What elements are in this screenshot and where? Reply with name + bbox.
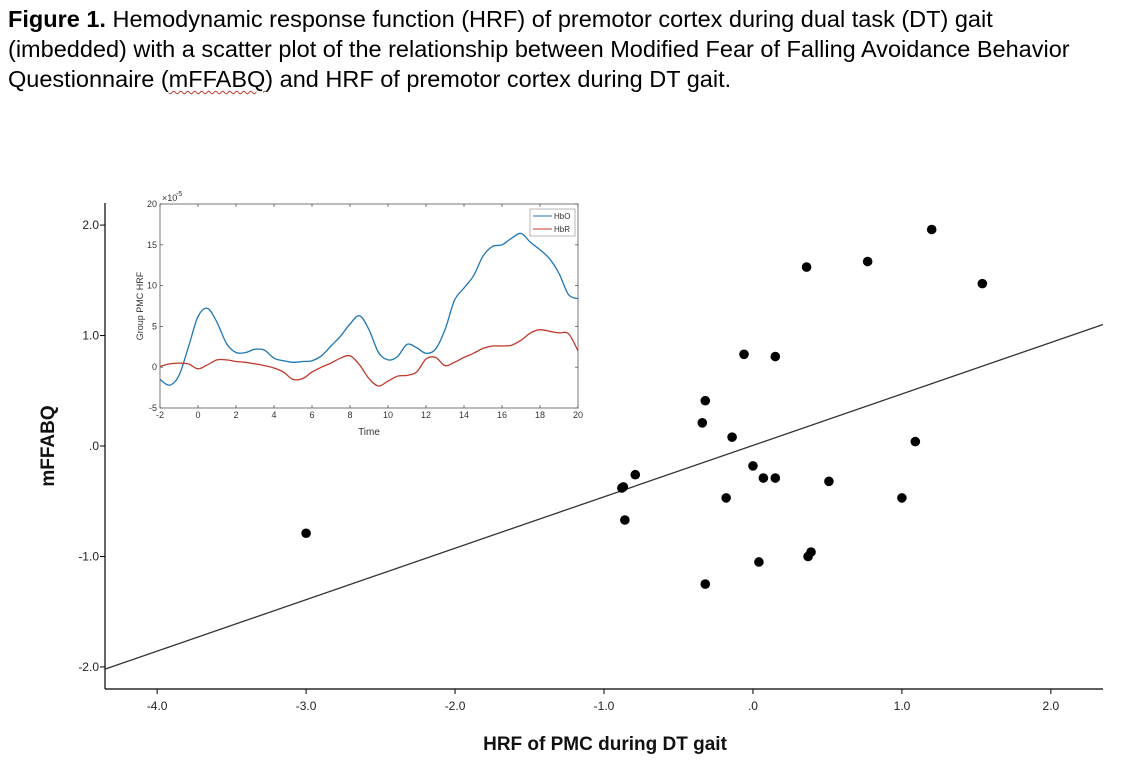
inset-hrf-plot: -2 0 2 4 6 8 10 12 14 16 18 20 -5 0 5 10 15 20 ×10 -5 Ti… [135,191,583,438]
inset-background [159,203,579,409]
scatter-point [721,493,731,503]
y-tick-label: .0 [89,439,99,453]
caption-text-underlined: mFFABQ [168,66,266,92]
legend-label-hbr: HbR [554,225,570,234]
legend-box [529,208,576,237]
inset-x-ticks: -2 0 2 4 6 8 10 12 14 16 18 20 [156,204,583,420]
inset-y-tick-label: 15 [147,240,157,250]
scatter-point [977,278,988,289]
x-tick-label: -2.0 [445,699,466,713]
inset-series-lines [159,232,579,387]
x-tick-label: -3.0 [296,699,317,713]
legend-label-hbo: HbO [554,212,570,221]
scatter-point [758,473,769,483]
x-tick-label: -1.0 [594,699,615,713]
inset-y-tick-label: -5 [149,403,157,413]
scatter-points [301,224,988,589]
inset-exponent-base: ×10 [162,193,177,203]
x-tick-label: .0 [748,699,758,713]
inset-x-tick-label: 20 [573,410,583,420]
inset-x-tick-label: 4 [271,410,276,420]
y-tick-label: 1.0 [82,329,99,343]
scatter-point [910,436,921,447]
x-axis-title: HRF of PMC during DT gait [483,734,727,755]
inset-legend: HbO HbR [529,208,576,237]
figure-label: Figure 1. [8,6,106,32]
inset-x-tick-label: 0 [195,410,200,420]
inset-y-tick-label: 0 [152,362,157,372]
inset-y-ticks: -5 0 5 10 15 20 [147,199,578,413]
inset-x-tick-label: 16 [497,410,507,420]
inset-x-axis-title: Time [358,427,380,438]
series-line-hbr [159,329,579,387]
y-tick-label: -1.0 [78,549,99,563]
x-tick-label: -4.0 [147,699,168,713]
x-tick-label: 1.0 [894,699,911,713]
series-line-hbo [159,232,579,386]
scatter-point [926,224,937,235]
inset-y-tick-label: 20 [147,199,157,209]
scatter-point [700,579,711,589]
inset-x-tick-label: 2 [233,410,238,420]
y-tick-label: 2.0 [82,218,99,232]
scatter-point [617,483,627,493]
caption-text-2: ) and HRF of premotor cortex during DT g… [265,66,732,92]
scatter-point [697,418,708,428]
scatter-plot: -4.0 -3.0 -2.0 -1.0 .0 1.0 2.0 2.0 1.0 .0 -1.0 -2.… [38,203,1104,755]
caption-text-1: Hemodynamic response function (HRF) of p… [8,6,1070,92]
scatter-x-ticks: -4.0 -3.0 -2.0 -1.0 .0 1.0 2.0 [147,689,1060,713]
inset-y-tick-label: 5 [152,321,157,331]
scatter-point [770,351,781,362]
scatter-point [727,432,737,442]
scatter-point [824,476,834,487]
scatter-point [301,528,311,539]
x-tick-label: 2.0 [1043,699,1060,713]
scatter-point [748,461,758,471]
scatter-point [770,473,781,483]
scatter-point [620,515,630,525]
scatter-point [806,547,816,557]
scatter-point [862,256,873,267]
inset-x-tick-label: 18 [535,410,545,420]
scatter-y-ticks: 2.0 1.0 .0 -1.0 -2.0 [78,218,105,674]
inset-x-tick-label: 8 [347,410,352,420]
inset-x-tick-label: 12 [421,410,431,420]
inset-exponent-power: -5 [176,191,182,198]
scatter-point [630,469,641,480]
scatter-point [700,395,711,406]
scatter-point [801,262,812,272]
figure-caption: Figure 1. Hemodynamic response function … [8,4,1118,94]
y-tick-label: -2.0 [78,660,99,674]
regression-line [104,323,1104,670]
inset-y-tick-label: 10 [147,281,157,291]
inset-y-axis-title: Group PMC HRF [135,271,145,340]
inset-x-tick-label: 14 [459,410,469,420]
inset-x-tick-label: 10 [383,410,393,420]
scatter-point [897,493,907,503]
inset-x-tick-label: -2 [156,410,164,420]
y-axis-title: mFFABQ [38,405,59,486]
scatter-point [739,349,749,360]
scatter-point [754,557,764,567]
inset-x-tick-label: 6 [309,410,314,420]
